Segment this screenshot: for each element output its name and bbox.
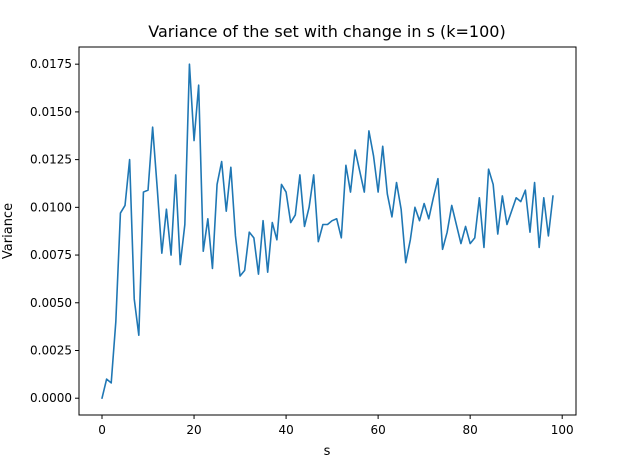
y-tick-label: 0.0175	[30, 57, 72, 71]
y-tick-label: 0.0100	[30, 200, 72, 214]
series-line-variance	[101, 63, 554, 399]
x-tick-label: 20	[186, 423, 201, 437]
x-tick-label: 60	[370, 423, 385, 437]
y-tick-label: 0.0125	[30, 153, 72, 167]
y-axis: 0.0000 0.0025 0.0050 0.0075 0.0100 0.0125 0.01…	[30, 57, 79, 405]
y-tick-label: 0.0050	[30, 296, 72, 310]
x-tick-label: 40	[278, 423, 293, 437]
x-tick-label: 80	[463, 423, 478, 437]
x-axis-label: s	[324, 444, 331, 459]
y-tick-label: 0.0025	[30, 343, 72, 357]
y-axis-label: Variance	[1, 203, 16, 259]
x-axis: 0 20 40 60 80 100	[98, 415, 574, 437]
y-tick-label: 0.0000	[30, 391, 72, 405]
y-tick-label: 0.0150	[30, 105, 72, 119]
plot-area-frame	[78, 46, 577, 416]
x-tick-label: 0	[98, 423, 106, 437]
y-tick-label: 0.0075	[30, 248, 72, 262]
chart-title: Variance of the set with change in s (k=…	[148, 22, 505, 41]
x-tick-label: 100	[551, 423, 574, 437]
